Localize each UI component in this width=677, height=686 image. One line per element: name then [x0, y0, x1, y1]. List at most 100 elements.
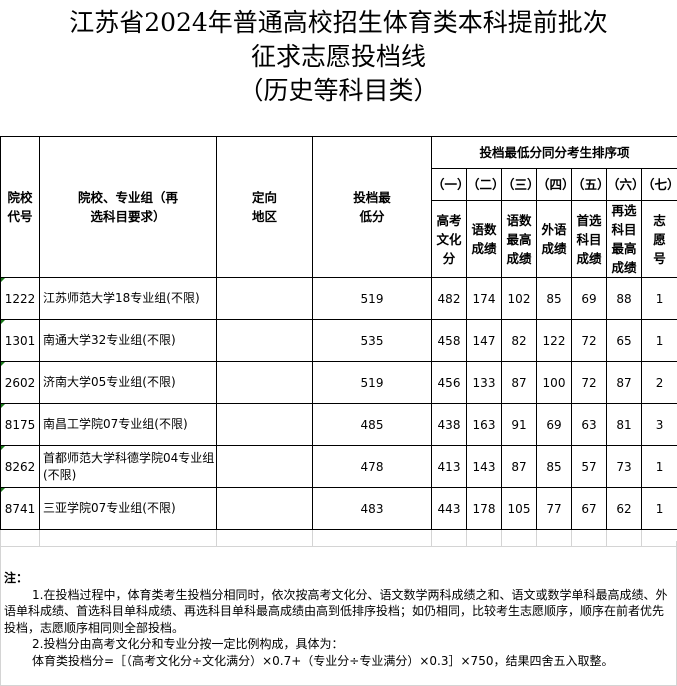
min-score: 485: [312, 403, 432, 446]
title-line-3: （历史等科目类）: [238, 76, 439, 105]
min-score: 483: [312, 487, 432, 530]
rank-item-4: 外语成绩: [536, 200, 572, 278]
admission-table: 院校代号 院校、专业组（再选科目要求） 定向地区 投档最低分 投档最低分同分考生…: [0, 136, 677, 547]
table-row: 1222 江苏师范大学18专业组(不限) 519 482 174 102 85 69 88 1: [0, 277, 677, 320]
rank-value-7: 2: [640, 361, 677, 404]
rank-value-2: 163: [466, 403, 502, 446]
school-group: 南通大学32专业组(不限): [39, 319, 217, 362]
rank-value-7: 1: [640, 487, 677, 530]
rank-value-1: 438: [431, 403, 467, 446]
rank-value-4: 122: [536, 319, 572, 362]
rank-value-7: 1: [640, 277, 677, 320]
table-row: 2602 济南大学05专业组(不限) 519 456 133 87 100 72 87 2: [0, 361, 677, 404]
region: [216, 403, 313, 446]
rank-value-2: 147: [466, 319, 502, 362]
min-score: 519: [312, 277, 432, 320]
rank-value-4: 85: [536, 277, 572, 320]
rank-value-2: 174: [466, 277, 502, 320]
header-tie-group: 投档最低分同分考生排序项: [430, 136, 677, 169]
rank-value-6: 88: [606, 277, 642, 320]
rank-value-5: 72: [571, 319, 607, 362]
rank-value-6: 87: [606, 361, 642, 404]
school-group: 江苏师范大学18专业组(不限): [39, 277, 217, 320]
school-code: 2602: [0, 361, 40, 404]
note-1: 1.在投档过程中，体育类考生投档分相同时，依次按高考文化分、语文数学两科成绩之和…: [4, 587, 668, 635]
school-group: 济南大学05专业组(不限): [39, 361, 217, 404]
notes: 注： 1.在投档过程中，体育类考生投档分相同时，依次按高考文化分、语文数学两科成…: [4, 570, 674, 669]
school-code: 8741: [0, 487, 40, 530]
region: [216, 277, 313, 320]
rank-5: （五）: [571, 168, 610, 201]
school-group: 南昌工学院07专业组(不限): [39, 403, 217, 446]
region: [216, 445, 313, 488]
rank-value-1: 456: [431, 361, 467, 404]
school-code: 8175: [0, 403, 40, 446]
school-code: 8262: [0, 445, 40, 488]
region: [216, 319, 313, 362]
rank-value-3: 82: [501, 319, 537, 362]
rank-value-1: 443: [431, 487, 467, 530]
table-row: 8175 南昌工学院07专业组(不限) 485 438 163 91 69 63 81 3: [0, 403, 677, 446]
rank-value-6: 62: [606, 487, 642, 530]
header-code: 院校代号: [0, 136, 40, 278]
table-row: 8741 三亚学院07专业组(不限) 483 443 178 105 77 67 62 1: [0, 487, 677, 530]
rank-value-4: 77: [536, 487, 572, 530]
title-line-1: 江苏省2024年普通高校招生体育类本科提前批次: [69, 8, 608, 37]
table-row: 8262 首都师范大学科德学院04专业组(不限) 478 413 143 87 85 57…: [0, 445, 677, 488]
rank-item-7: 志愿号: [640, 200, 677, 278]
rank-value-1: 413: [431, 445, 467, 488]
rank-item-3: 语数最高成绩: [501, 200, 537, 278]
school-group: 三亚学院07专业组(不限): [39, 487, 217, 530]
header-region: 定向地区: [216, 136, 313, 278]
rank-value-4: 100: [536, 361, 572, 404]
rank-value-3: 102: [501, 277, 537, 320]
page-title: 江苏省2024年普通高校招生体育类本科提前批次 征求志愿投档线 （历史等科目类）: [0, 6, 677, 108]
rank-value-7: 3: [640, 403, 677, 446]
region: [216, 361, 313, 404]
rank-value-6: 73: [606, 445, 642, 488]
rank-item-1: 高考文化分: [431, 200, 467, 278]
rank-value-3: 91: [501, 403, 537, 446]
rank-item-6: 再选科目最高成绩: [606, 200, 642, 278]
school-group: 首都师范大学科德学院04专业组(不限): [39, 445, 217, 488]
rank-item-5: 首选科目成绩: [571, 200, 607, 278]
min-score: 519: [312, 361, 432, 404]
table-row: 1301 南通大学32专业组(不限) 535 458 147 82 122 72 65 1: [0, 319, 677, 362]
rank-value-6: 81: [606, 403, 642, 446]
school-code: 1222: [0, 277, 40, 320]
region: [216, 487, 313, 530]
header-group: 院校、专业组（再选科目要求）: [39, 136, 217, 278]
rank-value-4: 69: [536, 403, 572, 446]
rank-4: （四）: [536, 168, 575, 201]
rank-value-5: 69: [571, 277, 607, 320]
rank-value-7: 1: [640, 445, 677, 488]
rank-value-2: 143: [466, 445, 502, 488]
header-min-score: 投档最低分: [312, 136, 432, 278]
rank-value-6: 65: [606, 319, 642, 362]
rank-2: （二）: [466, 168, 505, 201]
rank-value-3: 105: [501, 487, 537, 530]
rank-value-3: 87: [501, 445, 537, 488]
rank-3: （三）: [501, 168, 540, 201]
notes-label: 注：: [4, 571, 29, 585]
rank-value-5: 63: [571, 403, 607, 446]
title-line-2: 征求志愿投档线: [250, 42, 426, 71]
school-code: 1301: [0, 319, 40, 362]
min-score: 478: [312, 445, 432, 488]
rank-value-2: 178: [466, 487, 502, 530]
rank-1: （一）: [431, 168, 470, 201]
rank-6: （六）: [606, 168, 645, 201]
rank-value-1: 458: [431, 319, 467, 362]
rank-value-2: 133: [466, 361, 502, 404]
rank-value-5: 57: [571, 445, 607, 488]
min-score: 535: [312, 319, 432, 362]
rank-item-2: 语数成绩: [466, 200, 502, 278]
rank-value-3: 87: [501, 361, 537, 404]
rank-value-1: 482: [431, 277, 467, 320]
rank-value-7: 1: [640, 319, 677, 362]
rank-7: （七）: [640, 168, 677, 201]
rank-value-4: 85: [536, 445, 572, 488]
note-2: 2.投档分由高考文化分和专业分按一定比例构成，具体为：: [32, 637, 344, 651]
note-formula: 体育类投档分=［（高考文化分÷文化满分）×0.7+（专业分÷专业满分）×0.3］…: [32, 653, 614, 668]
rank-value-5: 72: [571, 361, 607, 404]
